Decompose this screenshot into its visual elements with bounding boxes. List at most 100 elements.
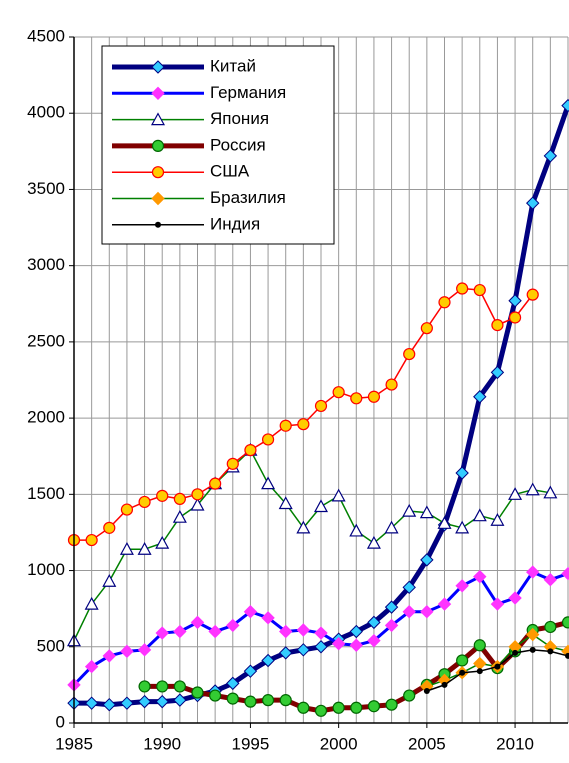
marker [402,580,416,595]
marker [313,499,329,513]
marker [119,541,134,555]
marker [349,638,363,652]
marker [190,615,205,630]
marker [331,488,346,502]
marker [297,701,310,714]
marker [490,597,505,611]
marker [508,294,522,308]
marker [332,386,345,399]
marker [491,319,504,332]
marker [261,653,275,668]
marker [151,191,165,206]
marker [190,497,205,511]
marker [543,572,558,587]
marker [297,418,310,431]
marker [543,149,558,163]
marker [476,668,483,675]
marker [151,166,165,179]
marker [561,566,569,581]
legend-label: США [210,162,250,181]
marker [437,597,452,611]
marker [155,221,161,228]
marker [490,365,505,380]
marker [455,579,469,593]
marker [547,648,554,655]
marker [84,659,99,674]
marker [138,680,151,693]
marker [384,600,399,614]
legend-label: Индия [210,214,260,233]
y-tick-label: 3000 [27,255,65,274]
marker [403,347,416,361]
marker [490,512,505,526]
marker [85,533,98,547]
marker [151,86,165,101]
marker [419,505,434,519]
marker [526,288,539,301]
marker [151,139,165,152]
marker [544,620,557,634]
marker [103,521,116,534]
marker [384,618,399,633]
marker [155,535,170,549]
marker [261,694,275,707]
marker [508,591,522,605]
marker [102,573,117,587]
marker [367,615,381,630]
marker [279,646,293,660]
marker [173,624,187,639]
marker [473,569,487,584]
marker [420,553,434,567]
y-tick-label: 1000 [27,560,65,579]
y-tick-label: 4000 [27,103,65,122]
marker [366,535,381,549]
marker [296,623,311,637]
marker [191,488,204,501]
marker [279,624,293,639]
x-tick-label: 2000 [320,734,358,753]
marker [102,697,116,712]
marker [244,695,257,708]
marker [279,419,292,432]
marker [456,282,469,295]
marker [151,60,165,74]
marker [385,378,398,391]
marker [278,496,293,510]
marker [561,616,569,629]
marker [208,624,222,639]
marker [561,98,569,113]
marker [226,618,240,633]
marker [150,112,166,126]
marker [349,624,363,639]
x-tick-label: 2010 [496,734,534,753]
marker [261,476,276,490]
marker [155,626,169,640]
x-tick-label: 2005 [408,734,446,753]
marker [155,694,169,709]
marker [508,487,523,500]
legend-label: Китай [210,56,256,75]
marker [156,680,169,693]
marker [384,520,399,534]
marker [565,652,569,659]
marker [512,649,519,656]
marker [243,605,258,619]
marker [314,626,328,640]
legend: Китай Германия Япония Россия США Бразилия Инди… [101,45,335,245]
marker [331,637,346,651]
marker [543,485,558,499]
y-tick-label: 2000 [27,408,65,427]
marker [173,680,186,693]
legend-label: Германия [210,83,286,102]
marker [367,700,381,713]
marker [385,698,398,711]
marker [459,669,466,676]
marker [137,541,152,555]
marker [402,605,416,619]
marker [526,196,540,210]
axes: 0 500 1000 1500 2000 2500 3000 3500 4000 4500 1985… [27,26,568,753]
marker [138,495,151,509]
marker [261,433,275,446]
marker [403,689,416,702]
marker [350,392,363,405]
